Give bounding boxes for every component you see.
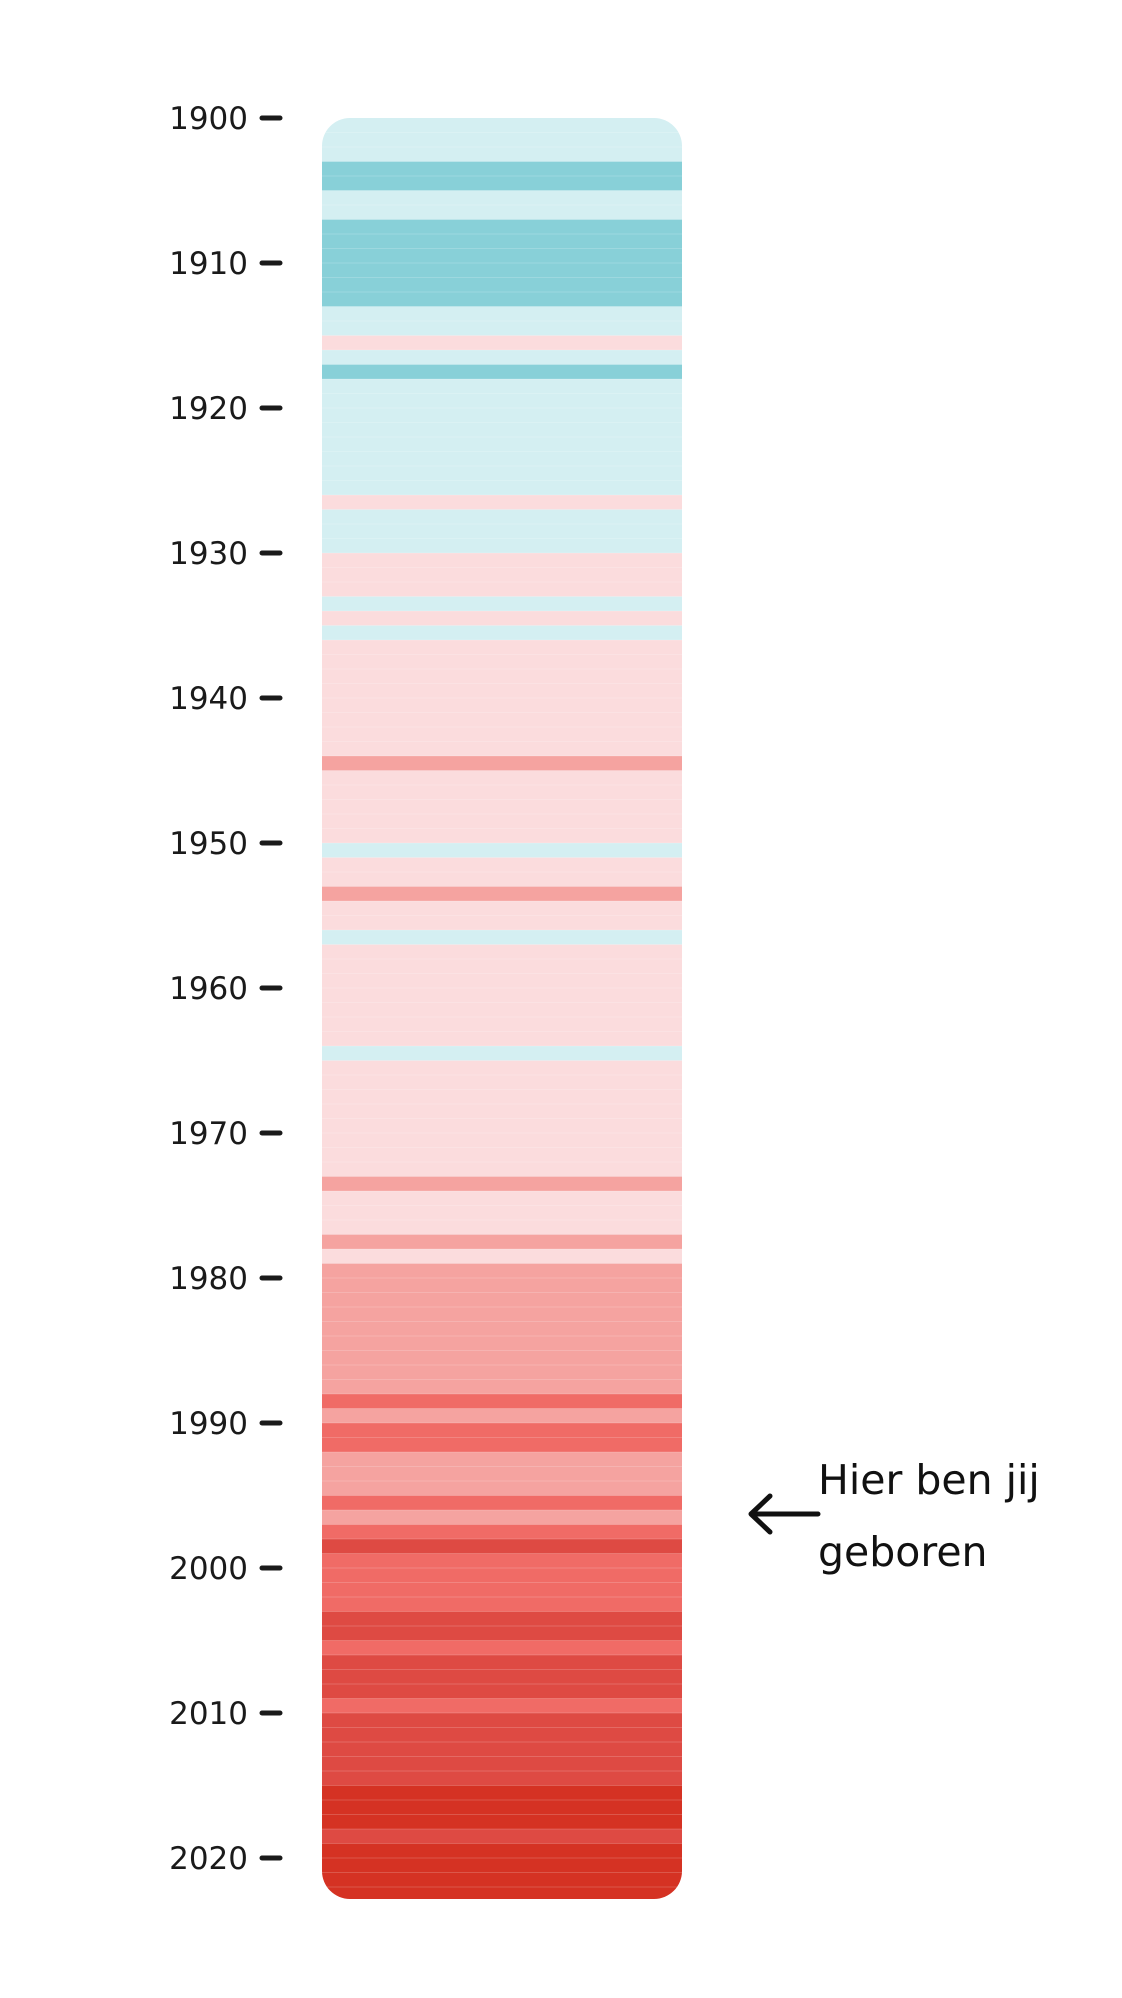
stripe-1905-1906 (322, 190, 682, 221)
birth-annotation: Hier ben jij geboren (748, 1456, 1040, 1576)
stripe-1997 (322, 1524, 682, 1540)
y-tick-label-1920: 1920 (169, 391, 248, 427)
stripe-1907-1912 (322, 219, 682, 308)
arrow-left-icon (748, 1493, 821, 1535)
stripe-1953 (322, 886, 682, 902)
y-axis: 1900 1910 1920 1930 1940 1950 1960 1970 1980 1990… (169, 101, 283, 1877)
stripe-1917 (322, 364, 682, 380)
y-tick-label-1970: 1970 (169, 1116, 248, 1152)
stripe-1965-1972 (322, 1060, 682, 1178)
stripe-1936-1943 (322, 640, 682, 757)
stripe-1974-1976 (322, 1191, 682, 1236)
stripe-1916 (322, 350, 682, 366)
stripe-1999-2002 (322, 1553, 682, 1613)
y-tick-label-1940: 1940 (169, 681, 248, 717)
stripe-1918-1925 (322, 379, 682, 496)
stripe-1988 (322, 1394, 682, 1410)
stripe-1900-1902 (322, 118, 682, 163)
stripe-2003-2004 (322, 1611, 682, 1642)
stripe-2010-2014 (322, 1713, 682, 1787)
stripe-1995 (322, 1495, 682, 1511)
stripe-1933 (322, 596, 682, 612)
stripe-1956 (322, 930, 682, 946)
y-tick-label-1960: 1960 (169, 971, 248, 1007)
stripe-1944 (322, 756, 682, 772)
stripe-1926 (322, 495, 682, 511)
stripe-1951-1952 (322, 857, 682, 888)
y-tick-label-2020: 2020 (169, 1841, 248, 1877)
stripe-1913-1914 (322, 306, 682, 337)
stripe-2018 (322, 1829, 682, 1845)
annotation-line-1: Hier ben jij (818, 1456, 1040, 1504)
stripe-1977 (322, 1234, 682, 1250)
y-tick-label-1930: 1930 (169, 536, 248, 572)
stripe-2005 (322, 1640, 682, 1656)
stripe-1935 (322, 625, 682, 641)
stripe-1954-1955 (322, 901, 682, 931)
y-tick-label-1980: 1980 (169, 1261, 248, 1297)
stripe-2019-2022 (322, 1843, 682, 1899)
y-tick-label-1900: 1900 (169, 101, 248, 137)
stripe-1915 (322, 335, 682, 351)
stripe-2006-2008 (322, 1655, 682, 1700)
stripe-2015-2017 (322, 1785, 682, 1830)
stripe-1979-1987 (322, 1263, 682, 1395)
stripes-column (322, 118, 682, 1899)
stripe-1978 (322, 1249, 682, 1265)
stripe-1945-1949 (322, 770, 682, 844)
stripe-1934 (322, 611, 682, 627)
stripe-1992-1994 (322, 1452, 682, 1497)
y-tick-label-2000: 2000 (169, 1551, 248, 1587)
stripe-1973 (322, 1176, 682, 1192)
stripe-1950 (322, 843, 682, 859)
stripe-1998 (322, 1539, 682, 1555)
y-tick-label-1950: 1950 (169, 826, 248, 862)
y-tick-label-1910: 1910 (169, 246, 248, 282)
stripe-1990-1991 (322, 1423, 682, 1453)
stripe-1964 (322, 1046, 682, 1062)
stripe-1957-1963 (322, 944, 682, 1047)
stripe-1927-1929 (322, 509, 682, 554)
annotation-line-2: geboren (818, 1528, 988, 1576)
stripe-1996 (322, 1510, 682, 1526)
stripe-2009 (322, 1698, 682, 1714)
stripe-1989 (322, 1408, 682, 1424)
y-tick-label-2010: 2010 (169, 1696, 248, 1732)
stripe-1930-1932 (322, 553, 682, 598)
y-tick-label-1990: 1990 (169, 1406, 248, 1442)
stripe-1903-1904 (322, 161, 682, 192)
